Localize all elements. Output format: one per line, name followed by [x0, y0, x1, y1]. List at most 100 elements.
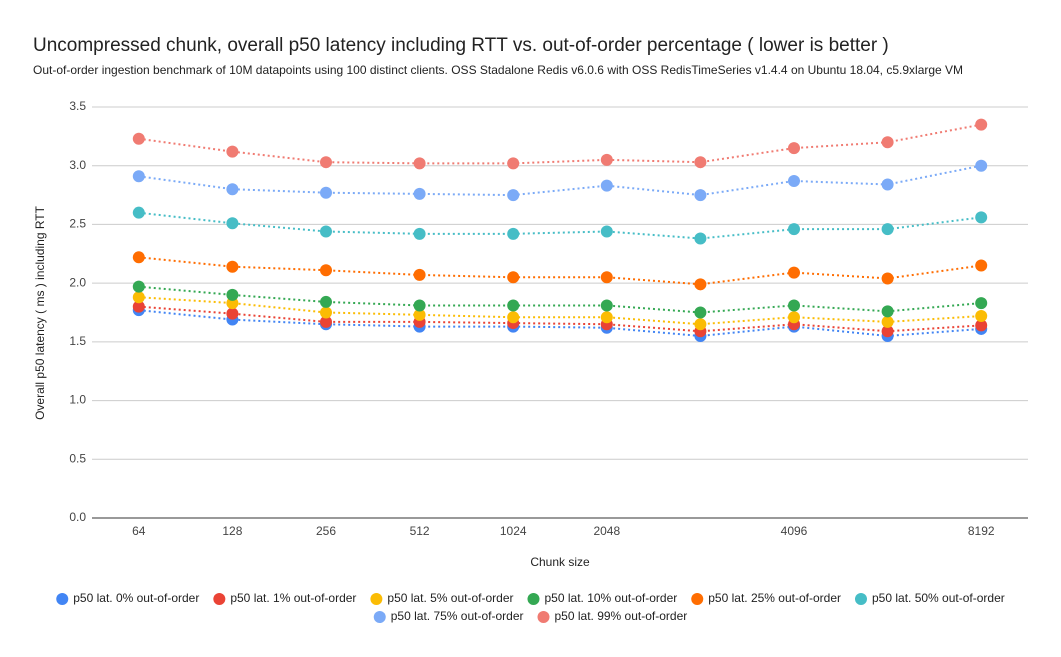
data-point: [600, 179, 613, 192]
data-point: [788, 174, 800, 187]
data-point: [507, 271, 520, 284]
legend-marker: [527, 593, 540, 605]
x-tick-label: 256: [316, 524, 336, 538]
series-line: [138, 296, 982, 326]
data-point: [226, 297, 239, 310]
data-point: [132, 251, 145, 264]
data-point: [413, 187, 426, 200]
legend-marker: [373, 611, 386, 623]
data-point: [975, 319, 988, 332]
data-point: [320, 156, 332, 169]
data-point: [226, 217, 239, 230]
data-point: [226, 288, 239, 301]
data-point: [132, 206, 145, 219]
data-point: [694, 189, 707, 202]
series-line: [138, 123, 982, 165]
data-point: [413, 227, 426, 240]
data-point: [132, 132, 145, 145]
data-point: [132, 300, 145, 313]
data-point: [975, 211, 988, 224]
legend-label: p50 lat. 0% out-of-order: [73, 591, 199, 605]
y-tick-label: 2.5: [69, 217, 86, 231]
data-point: [788, 299, 800, 312]
x-tick-label: 128: [222, 524, 242, 538]
y-tick-label: 0.0: [69, 510, 86, 524]
legend-row: p50 lat. 75% out-of-order p50 lat. 99% ou…: [373, 609, 687, 623]
x-axis-label: Chunk size: [530, 555, 590, 569]
data-point: [975, 259, 988, 272]
legend-label: p50 lat. 75% out-of-order: [391, 609, 524, 623]
data-point: [975, 159, 988, 172]
x-tick-label: 2048: [593, 524, 620, 538]
y-tick-label: 0.5: [69, 451, 86, 465]
data-point: [694, 232, 707, 245]
x-tick-label: 64: [132, 524, 146, 538]
chart-subtitle: Out-of-order ingestion benchmark of 10M …: [33, 63, 963, 77]
legend-label: p50 lat. 50% out-of-order: [872, 591, 1005, 605]
series-line: [138, 164, 982, 197]
data-point: [788, 223, 800, 236]
data-point: [320, 225, 332, 238]
x-tick-label: 8192: [968, 524, 995, 538]
data-point: [507, 189, 520, 202]
data-point: [226, 260, 239, 273]
data-point: [600, 271, 613, 284]
data-point: [975, 297, 988, 310]
series-line: [138, 309, 982, 337]
series-line: [138, 285, 982, 314]
data-point: [226, 183, 239, 196]
data-point: [320, 186, 332, 199]
legend-label: p50 lat. 5% out-of-order: [387, 591, 513, 605]
legend-label: p50 lat. 10% out-of-order: [544, 591, 677, 605]
data-point: [132, 170, 145, 183]
y-tick-label: 3.0: [69, 158, 86, 172]
legend-row: p50 lat. 0% out-of-order p50 lat. 1% out-…: [56, 591, 1005, 605]
legend-marker: [213, 593, 226, 605]
legend-marker: [854, 593, 867, 605]
data-point: [226, 145, 239, 158]
data-point: [694, 306, 707, 319]
data-point: [881, 178, 894, 191]
legend-marker: [537, 611, 550, 623]
data-point: [975, 118, 988, 131]
data-point: [600, 153, 613, 166]
y-tick-label: 1.5: [69, 334, 86, 348]
data-point: [694, 318, 707, 331]
data-point: [600, 311, 613, 324]
data-point: [413, 268, 426, 281]
data-point: [600, 299, 613, 312]
legend-label: p50 lat. 25% out-of-order: [708, 591, 841, 605]
data-point: [694, 156, 707, 169]
series-line: [138, 305, 982, 333]
data-point: [975, 310, 988, 323]
legend-marker: [691, 593, 704, 605]
data-point: [132, 291, 145, 304]
data-point: [320, 264, 332, 277]
y-tick-label: 3.5: [69, 99, 86, 113]
legend-marker: [56, 593, 69, 605]
x-tick-label: 1024: [500, 524, 527, 538]
data-point: [413, 308, 426, 321]
data-point: [788, 311, 800, 324]
data-point: [881, 272, 894, 285]
data-point: [881, 325, 894, 338]
data-point: [320, 295, 332, 308]
x-tick-label: 512: [410, 524, 430, 538]
data-point: [320, 306, 332, 319]
data-point: [507, 299, 520, 312]
legend-marker: [370, 593, 383, 605]
data-point: [132, 280, 145, 293]
data-point: [507, 157, 520, 170]
data-point: [600, 225, 613, 238]
series-line: [138, 256, 982, 286]
legend-label: p50 lat. 1% out-of-order: [230, 591, 356, 605]
x-tick-label: 4096: [781, 524, 808, 538]
y-tick-label: 1.0: [69, 393, 86, 407]
data-point: [507, 311, 520, 324]
y-tick-label: 2.0: [69, 275, 86, 289]
data-point: [881, 136, 894, 149]
chart-title: Uncompressed chunk, overall p50 latency …: [33, 35, 889, 56]
data-point: [881, 223, 894, 236]
data-point: [507, 227, 520, 240]
